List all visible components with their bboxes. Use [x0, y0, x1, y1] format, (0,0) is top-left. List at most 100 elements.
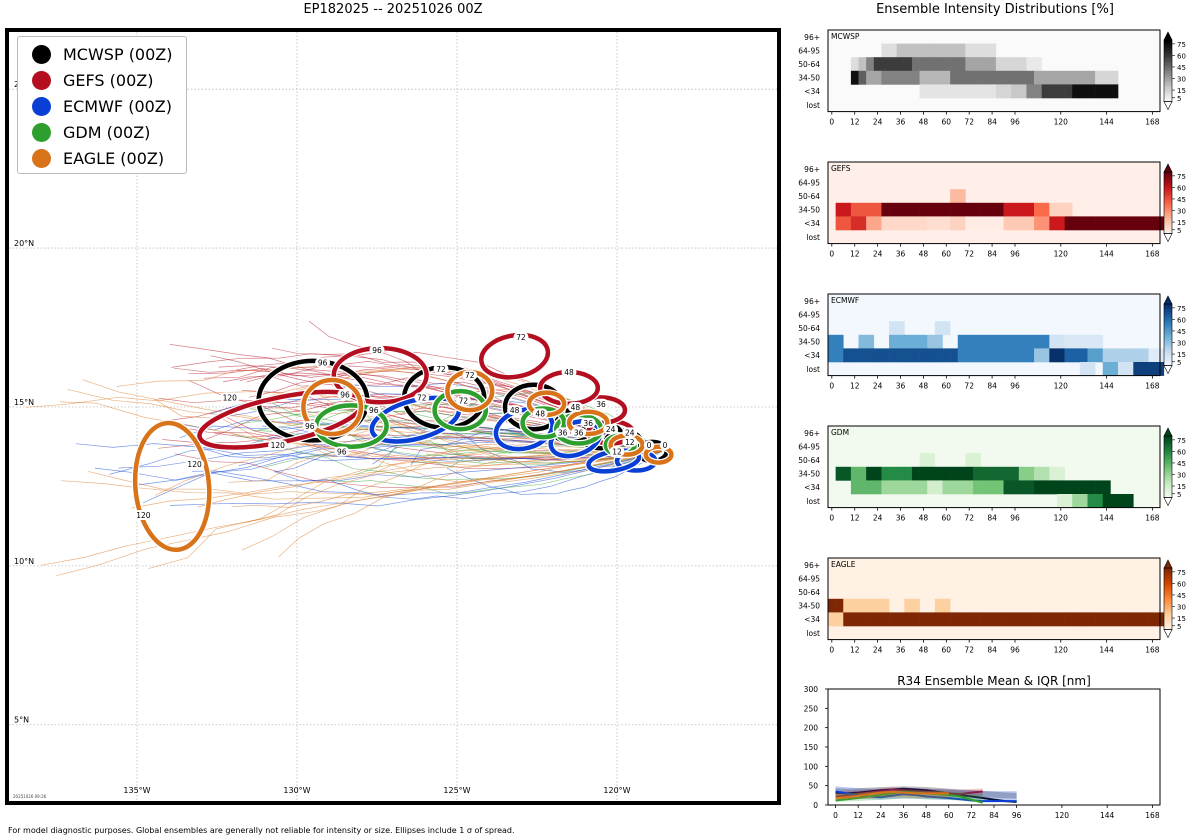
heatmap-title: GEFS [831, 164, 851, 173]
heatmap-cell [950, 480, 959, 495]
heatmap-cell [927, 202, 936, 217]
ensemble-track-ecmwf [94, 451, 662, 482]
colorbar-tick-label: 75 [1177, 569, 1186, 577]
colorbar-extend-max [1163, 31, 1173, 41]
hour-label-eagle: 48 [571, 403, 581, 412]
heatmap-cell [904, 202, 913, 217]
colorbar-swatch [1164, 304, 1172, 308]
colorbar-swatch [1164, 611, 1172, 615]
hour-label-gefs: 72 [516, 333, 526, 342]
x-tick-label: 72 [964, 646, 974, 655]
colorbar-swatch [1164, 207, 1172, 211]
x-tick-label: 36 [899, 811, 909, 820]
colorbar-swatch [1164, 228, 1172, 232]
heatmap-cell [927, 348, 936, 363]
hour-label-mcwsp: 96 [318, 358, 328, 367]
heatmap-cell [1072, 216, 1081, 231]
colorbar-swatch [1164, 223, 1172, 227]
colorbar-swatch [1164, 573, 1172, 577]
colorbar-frame [1163, 303, 1173, 366]
heatmap-cell [1079, 480, 1088, 495]
colorbar-swatch [1164, 441, 1172, 445]
hour-label-eagle: 96 [340, 390, 350, 399]
colorbar-swatch [1164, 215, 1172, 219]
heatmap-cell [980, 480, 989, 495]
colorbar-tick-label: 30 [1177, 604, 1186, 612]
hour-label-gefs: 36 [596, 400, 606, 409]
heatmap-cell [1003, 334, 1012, 349]
x-tick-label: 72 [964, 250, 974, 259]
heatmap-cell [1133, 612, 1142, 627]
heatmap-cell [1056, 480, 1065, 495]
hour-label-mcwsp: 0 [663, 441, 668, 450]
heatmap-cell [934, 202, 943, 217]
colorbar-swatch [1164, 68, 1172, 72]
heatmap-cell [1064, 202, 1073, 217]
heatmap-row-label: 96+ [804, 33, 820, 42]
heatmap-cell [927, 84, 936, 99]
x-tick-label: 12 [850, 250, 860, 259]
heatmap-cell [1095, 494, 1104, 508]
heatmap-cell [828, 598, 836, 613]
heatmap-cell [973, 70, 981, 85]
heatmap-cell [957, 216, 966, 231]
heatmap-cell [1148, 612, 1157, 627]
colorbar-swatch [1164, 568, 1172, 572]
colorbar-swatch [1164, 350, 1172, 354]
colorbar-swatch [1164, 575, 1172, 579]
heatmap-cell [1026, 216, 1035, 231]
colorbar-swatch [1164, 469, 1172, 473]
colorbar-swatch [1164, 218, 1172, 222]
colorbar-swatch [1164, 446, 1172, 450]
heatmap-cell [965, 453, 974, 468]
x-tick-label: 72 [964, 118, 974, 127]
hour-label-bg [455, 395, 471, 406]
colorbar-swatch [1164, 580, 1172, 584]
heatmap-cell [1087, 216, 1096, 231]
x-tick-label: 48 [921, 811, 931, 820]
heatmap-row-label: 34-50 [798, 470, 820, 479]
hour-label-ecmwf: 36 [558, 428, 568, 437]
hour-label-bg [622, 427, 638, 438]
hour-label-bg [184, 459, 205, 470]
colorbar-swatch [1164, 73, 1172, 77]
colorbar-tick-label: 30 [1177, 472, 1186, 480]
colorbar-tick-label: 5 [1177, 227, 1181, 235]
hour-label-gdm: 96 [337, 447, 347, 456]
colorbar-swatch [1164, 624, 1172, 628]
colorbar-swatch [1164, 327, 1172, 331]
heatmap-cell [1018, 334, 1027, 349]
heatmap-cell [904, 43, 913, 58]
colorbar-swatch [1164, 436, 1172, 440]
colorbar-swatch [1164, 93, 1172, 97]
heatmap-cell [1110, 348, 1119, 363]
heatmap-cell [866, 348, 875, 363]
heatmap-cell [1140, 216, 1149, 231]
heatmap-cell [995, 612, 1004, 627]
heatmap-cell [942, 84, 951, 99]
heatmap-cell [965, 216, 974, 231]
heatmap-cell [965, 480, 974, 495]
heatmap-title: EAGLE [831, 560, 856, 569]
heatmap-cell [934, 480, 943, 495]
heatmap-row-label: 34-50 [798, 602, 820, 611]
heatmap-cell [889, 202, 897, 217]
colorbar-swatch [1164, 81, 1172, 85]
heatmap-row-label: 96+ [804, 429, 820, 438]
heatmap-cell [965, 612, 974, 627]
heatmap-cell [866, 57, 875, 72]
x-tick-label: 168 [1145, 250, 1160, 259]
heatmap-frame [827, 293, 1161, 377]
x-tick-label: 48 [919, 646, 929, 655]
heatmap-cell [873, 612, 882, 627]
heatmap-cell [1003, 612, 1012, 627]
heatmap-cell [1087, 334, 1096, 349]
x-tick-label: 36 [896, 118, 906, 127]
heatmap-cell [1049, 84, 1058, 99]
heatmap-cell [1072, 612, 1081, 627]
heatmap-frame [827, 161, 1161, 245]
colorbar-tick-label: 15 [1177, 351, 1186, 359]
x-tick-label: 84 [987, 646, 997, 655]
colorbar-tick-label: 15 [1177, 615, 1186, 623]
heatmap-cell [881, 348, 890, 363]
